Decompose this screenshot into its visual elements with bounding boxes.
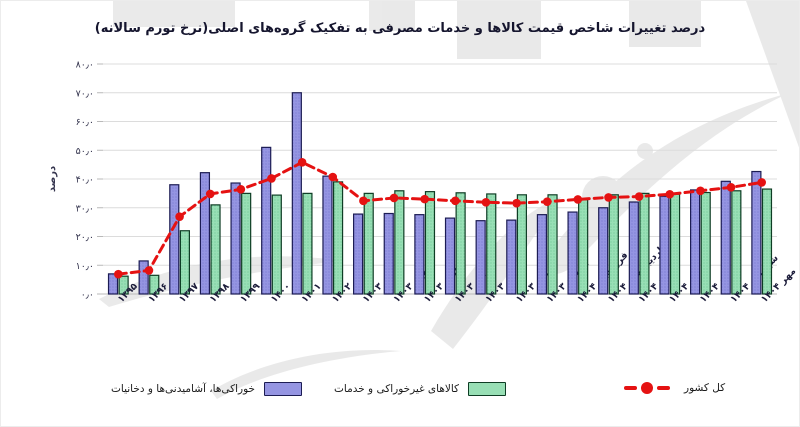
bar-food: [322, 175, 333, 295]
bar-nonfood: [394, 190, 405, 295]
total-line-marker: [297, 158, 307, 167]
bar-nonfood: [149, 274, 160, 295]
total-line-marker: [359, 196, 368, 206]
bar-food: [751, 170, 762, 295]
y-tick-label: ۱۰٫۰: [76, 261, 94, 272]
total-line-marker: [267, 174, 276, 183]
total-line-marker: [634, 192, 644, 201]
chart-legend: خوراکی‌ها، آشامیدنی‌ها و دخانیات کالاهای…: [1, 382, 799, 412]
bar-food: [138, 260, 149, 295]
bar-food: [690, 189, 701, 295]
bar-nonfood: [731, 190, 742, 295]
total-line-marker: [236, 185, 246, 194]
total-line-marker: [389, 193, 399, 203]
bar-food: [414, 214, 425, 295]
y-tick-label: ۶۰٫۰: [76, 117, 94, 128]
y-tick-label: ۳۰٫۰: [76, 203, 94, 214]
bar-food: [444, 217, 456, 295]
bar-food: [536, 214, 548, 295]
bar-nonfood: [241, 192, 252, 295]
bar-nonfood: [363, 192, 374, 295]
legend-dashed-line-icon: [624, 382, 670, 394]
bar-nonfood: [179, 230, 190, 295]
legend-item-food: خوراکی‌ها، آشامیدنی‌ها و دخانیات: [111, 382, 303, 396]
legend-swatch-nonfood-icon: [468, 382, 507, 396]
bar-nonfood: [118, 275, 129, 295]
bar-food: [383, 212, 394, 295]
bar-nonfood: [486, 193, 497, 295]
bar-nonfood: [761, 188, 773, 295]
bar-food: [598, 207, 609, 295]
bar-food: [475, 220, 486, 295]
y-tick-label: ۰٫۰: [81, 290, 94, 301]
total-line-marker: [573, 195, 583, 204]
total-line-marker: [665, 189, 675, 199]
bar-food: [291, 92, 302, 295]
bar-food: [720, 180, 731, 295]
y-tick-label: ۵۰٫۰: [76, 146, 94, 157]
y-axis-title: درصد: [47, 166, 58, 192]
bar-food: [169, 184, 180, 295]
bar-nonfood: [424, 191, 436, 295]
bar-nonfood: [547, 194, 558, 295]
total-line-marker: [604, 193, 613, 202]
bar-food: [659, 195, 670, 295]
bar-nonfood: [516, 194, 527, 295]
total-line-marker: [328, 172, 338, 182]
legend-label-food: خوراکی‌ها، آشامیدنی‌ها و دخانیات: [111, 383, 256, 395]
total-line-marker: [175, 212, 184, 221]
bar-food: [199, 172, 211, 295]
y-tick-label: ۲۰٫۰: [76, 232, 94, 243]
bar-food: [353, 213, 364, 295]
bar-nonfood: [271, 194, 282, 295]
total-line-marker: [757, 178, 766, 187]
total-line-marker: [144, 266, 154, 275]
bar-food: [107, 273, 119, 295]
legend-label-nonfood: کالاهای غیرخوراکی و خدمات: [334, 383, 460, 395]
bar-food: [567, 211, 578, 295]
total-line: [116, 160, 764, 276]
legend-swatch-food-icon: [264, 382, 303, 396]
total-line-marker: [420, 194, 429, 204]
legend-label-total: کل کشور: [684, 382, 726, 394]
total-line-marker: [542, 197, 552, 207]
total-line-marker: [481, 197, 491, 207]
chart-title: درصد تغییرات شاخص قیمت کالاها و خدمات مص…: [94, 21, 706, 36]
bar-food: [261, 146, 272, 295]
total-line-marker: [696, 186, 705, 196]
legend-item-total: کل کشور: [624, 382, 725, 394]
bar-nonfood: [700, 191, 711, 295]
y-tick-label: ۷۰٫۰: [76, 88, 94, 99]
y-tick-label: ۸۰٫۰: [76, 60, 94, 71]
total-line-marker: [205, 189, 215, 199]
bar-nonfood: [455, 192, 466, 295]
bar-nonfood: [608, 194, 619, 295]
bar-food: [506, 219, 517, 295]
y-tick-label: ۴۰٫۰: [76, 175, 94, 186]
total-line-marker: [726, 183, 736, 192]
bar-nonfood: [669, 193, 681, 295]
chart-plot-area: ۰٫۰۱۰٫۰۲۰٫۰۳۰٫۰۴۰٫۰۵۰٫۰۶۰٫۰۷۰٫۰۸۰٫۰درصد۱…: [47, 60, 798, 306]
total-line-marker: [512, 198, 521, 208]
bar-food: [628, 201, 639, 295]
bar-food: [230, 182, 241, 295]
bar-nonfood: [210, 204, 221, 295]
legend-item-nonfood: کالاهای غیرخوراکی و خدمات: [334, 382, 507, 396]
total-line-marker: [114, 269, 123, 279]
bar-nonfood: [302, 192, 313, 295]
bar-nonfood: [578, 199, 589, 295]
bar-nonfood: [639, 192, 650, 295]
bar-nonfood: [332, 181, 344, 295]
total-line-marker: [451, 196, 460, 206]
